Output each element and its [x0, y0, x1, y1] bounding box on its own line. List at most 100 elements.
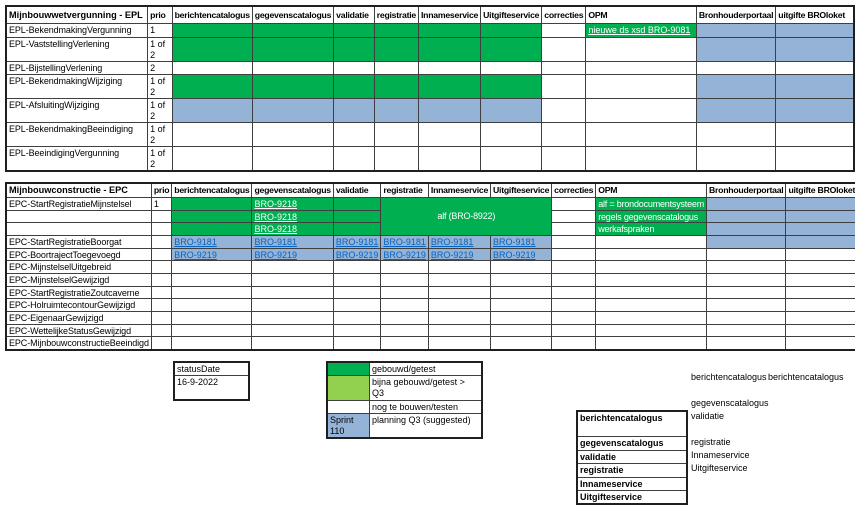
status-cell: [706, 209, 787, 223]
status-cell: [380, 323, 429, 337]
bro-link-cell[interactable]: BRO-9219: [490, 247, 553, 261]
row-label: EPL-BekendmakingBeeindiging: [5, 121, 149, 147]
row-label: [5, 222, 152, 236]
column-header-prio: prio: [147, 5, 173, 24]
bro-link-cell[interactable]: BRO-9181: [251, 234, 334, 249]
status-cell: [332, 311, 382, 325]
status-cell: [373, 145, 420, 171]
bro-link-cell[interactable]: BRO-9218: [251, 196, 334, 211]
status-cell: [332, 209, 382, 223]
column-header-berichtencatalogus: berichtencatalogus: [171, 5, 253, 24]
status-cell: regels gegevenscatalogus: [595, 209, 708, 223]
status-cell: [706, 196, 787, 211]
status-cell: [541, 60, 587, 75]
status-cell: [418, 97, 482, 123]
bro-link-cell[interactable]: BRO-9219: [332, 247, 382, 261]
status-cell: [541, 145, 587, 171]
status-cell: werkafspraken: [595, 222, 708, 236]
status-cell: [785, 311, 855, 325]
status-cell: [332, 298, 382, 312]
status-cell: [595, 260, 708, 274]
column-header-uitgifteservice: Uitgifteservice: [490, 182, 553, 198]
status-cell: [706, 323, 787, 337]
loose-label-Uitgifteservice: Uitgifteservice: [691, 463, 748, 473]
status-cell: [595, 336, 708, 350]
status-cell: [171, 60, 253, 75]
status-cell: [251, 60, 335, 75]
column-header-registratie: registratie: [380, 182, 429, 198]
status-cell: [785, 285, 855, 299]
bro-link-cell[interactable]: BRO-9219: [427, 247, 492, 261]
status-cell: [251, 145, 335, 171]
prio-cell: [150, 234, 173, 249]
column-header-validatie: validatie: [332, 182, 382, 198]
column-header-bronhouderportaal: Bronhouderportaal: [695, 5, 777, 24]
loose-label-berichtencatalogus: berichtencatalogus: [691, 372, 767, 382]
bro-link-cell[interactable]: BRO-9219: [251, 247, 334, 261]
status-cell: [333, 36, 375, 62]
status-cell: [695, 97, 777, 123]
bro-link-cell[interactable]: BRO-9219: [171, 247, 253, 261]
status-cell: [332, 222, 382, 236]
row-label: EPL-AfsluitingWijziging: [5, 97, 149, 123]
legend-swatch-blue: Sprint 110: [326, 413, 370, 438]
status-cell: [706, 273, 787, 287]
bro-link-cell[interactable]: BRO-9181: [490, 234, 553, 249]
status-cell: [171, 222, 253, 236]
status-cell: [418, 145, 482, 171]
legend-label: bijna gebouwd/getest > Q3: [369, 375, 483, 401]
status-cell: [480, 145, 543, 171]
status-cell: [585, 97, 697, 123]
status-cell: [551, 273, 597, 287]
status-cell: [373, 22, 420, 38]
status-cell: [480, 36, 543, 62]
status-cell: [171, 36, 253, 62]
status-cell: [785, 298, 855, 312]
bro-link-cell[interactable]: BRO-9181: [427, 234, 492, 249]
status-cell: [480, 73, 543, 99]
row-label: EPL-BijstellingVerlening: [5, 60, 149, 75]
bro-link-cell[interactable]: BRO-9181: [171, 234, 253, 249]
status-cell: [695, 60, 777, 75]
status-legend: gebouwd/getest bijna gebouwd/getest > Q3 n…: [326, 361, 483, 439]
row-label: EPC-WettelijkeStatusGewijzigd: [5, 323, 152, 337]
status-cell: [251, 22, 335, 38]
status-cell: [380, 298, 429, 312]
status-cell: [251, 285, 334, 299]
status-cell: [785, 323, 855, 337]
bro-link-cell[interactable]: BRO-9181: [332, 234, 382, 249]
status-cell: [427, 311, 492, 325]
status-cell: [595, 298, 708, 312]
status-cell: alf (BRO-8922): [380, 196, 553, 236]
bro-link-cell[interactable]: nieuwe ds xsd BRO-9081: [585, 22, 697, 38]
row-label: EPC-BoortrajectToegevoegd: [5, 247, 152, 261]
column-header-gegevenscatalogus: gegevenscatalogus: [251, 182, 334, 198]
status-cell: [490, 336, 553, 350]
status-cell: [551, 247, 597, 261]
status-cell: [333, 121, 375, 147]
epc-status-table: Mijnbouwconstructie - EPC prio berichtenca…: [5, 182, 855, 351]
status-cell: [595, 323, 708, 337]
prio-cell: [150, 298, 173, 312]
status-cell: [418, 22, 482, 38]
status-cell: [171, 22, 253, 38]
bro-link-cell[interactable]: BRO-9218: [251, 209, 334, 223]
service-box-item: gegevenscatalogus: [576, 435, 688, 451]
status-cell: [775, 97, 855, 123]
bro-link-cell[interactable]: BRO-9181: [380, 234, 429, 249]
service-box-item: validatie: [576, 449, 688, 464]
status-cell: [785, 260, 855, 274]
bro-link-cell[interactable]: BRO-9218: [251, 222, 334, 236]
status-cell: [585, 73, 697, 99]
status-cell: [171, 145, 253, 171]
prio-cell: 1 of 2: [147, 73, 173, 99]
bro-link-cell[interactable]: BRO-9219: [380, 247, 429, 261]
service-box-item: Innameservice: [576, 476, 688, 491]
status-cell: [427, 298, 492, 312]
status-cell: [541, 121, 587, 147]
column-header-correcties: correcties: [541, 5, 587, 24]
status-cell: [251, 260, 334, 274]
column-header-gegevenscatalogus: gegevenscatalogus: [251, 5, 335, 24]
status-cell: [706, 260, 787, 274]
